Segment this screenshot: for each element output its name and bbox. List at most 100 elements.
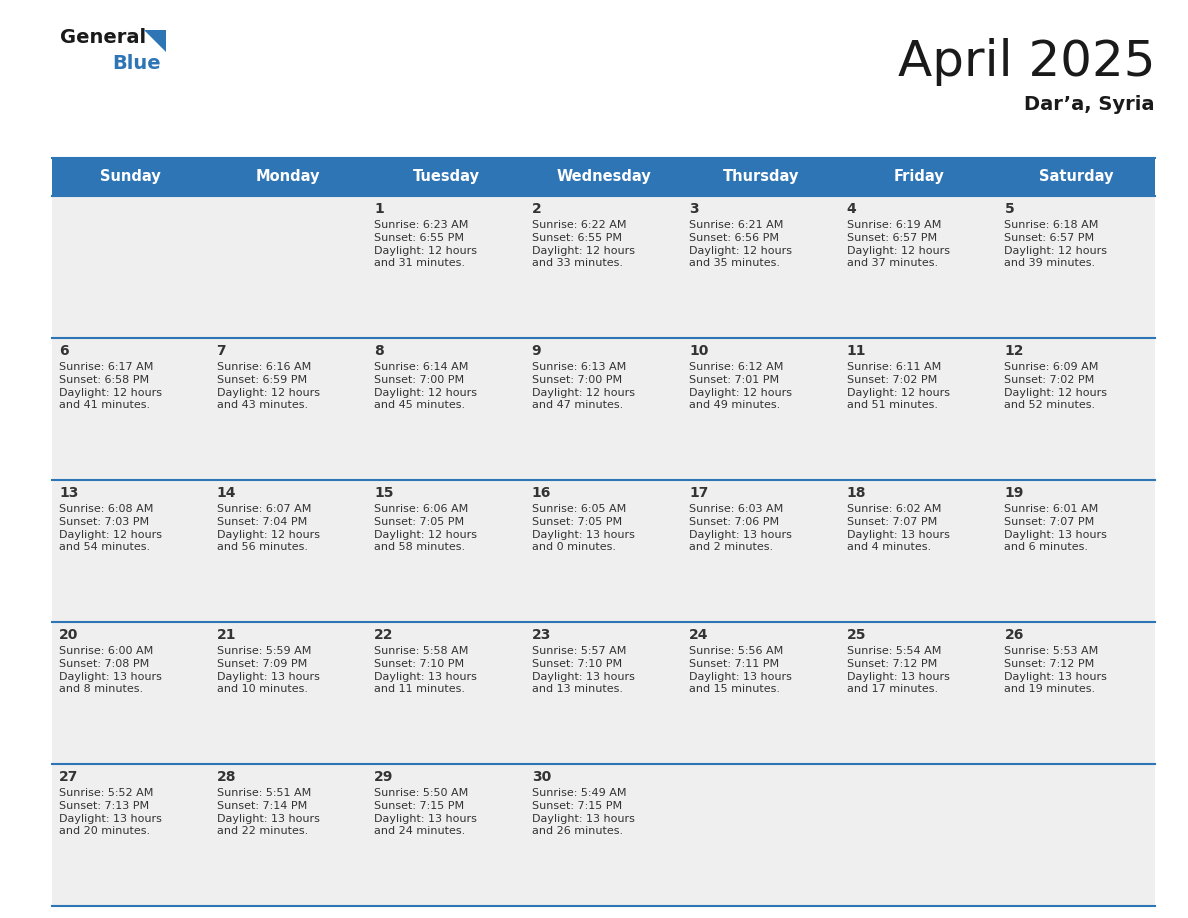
Text: 26: 26 xyxy=(1004,628,1024,642)
Text: 21: 21 xyxy=(216,628,236,642)
Text: Sunrise: 6:12 AM
Sunset: 7:01 PM
Daylight: 12 hours
and 49 minutes.: Sunrise: 6:12 AM Sunset: 7:01 PM Dayligh… xyxy=(689,362,792,410)
Bar xyxy=(840,764,998,906)
Text: 4: 4 xyxy=(847,202,857,216)
Text: 8: 8 xyxy=(374,344,384,358)
Bar xyxy=(682,764,840,906)
Bar xyxy=(682,338,840,480)
Text: Sunrise: 6:18 AM
Sunset: 6:57 PM
Daylight: 12 hours
and 39 minutes.: Sunrise: 6:18 AM Sunset: 6:57 PM Dayligh… xyxy=(1004,220,1107,268)
Text: Sunrise: 5:51 AM
Sunset: 7:14 PM
Daylight: 13 hours
and 22 minutes.: Sunrise: 5:51 AM Sunset: 7:14 PM Dayligh… xyxy=(216,788,320,836)
Bar xyxy=(840,196,998,338)
Text: Sunrise: 5:52 AM
Sunset: 7:13 PM
Daylight: 13 hours
and 20 minutes.: Sunrise: 5:52 AM Sunset: 7:13 PM Dayligh… xyxy=(59,788,162,836)
Text: Sunrise: 5:53 AM
Sunset: 7:12 PM
Daylight: 13 hours
and 19 minutes.: Sunrise: 5:53 AM Sunset: 7:12 PM Dayligh… xyxy=(1004,646,1107,694)
Bar xyxy=(525,338,682,480)
Text: 11: 11 xyxy=(847,344,866,358)
Text: Sunrise: 5:57 AM
Sunset: 7:10 PM
Daylight: 13 hours
and 13 minutes.: Sunrise: 5:57 AM Sunset: 7:10 PM Dayligh… xyxy=(532,646,634,694)
Text: 22: 22 xyxy=(374,628,393,642)
Bar xyxy=(998,338,1155,480)
Text: 29: 29 xyxy=(374,770,393,784)
Text: Dar’a, Syria: Dar’a, Syria xyxy=(1024,95,1155,114)
Bar xyxy=(840,480,998,622)
Text: Monday: Monday xyxy=(257,170,321,185)
Bar xyxy=(367,480,525,622)
Bar xyxy=(367,196,525,338)
Text: Sunrise: 6:22 AM
Sunset: 6:55 PM
Daylight: 12 hours
and 33 minutes.: Sunrise: 6:22 AM Sunset: 6:55 PM Dayligh… xyxy=(532,220,634,268)
Text: Sunrise: 5:50 AM
Sunset: 7:15 PM
Daylight: 13 hours
and 24 minutes.: Sunrise: 5:50 AM Sunset: 7:15 PM Dayligh… xyxy=(374,788,478,836)
Text: Tuesday: Tuesday xyxy=(412,170,480,185)
Text: Sunrise: 6:07 AM
Sunset: 7:04 PM
Daylight: 12 hours
and 56 minutes.: Sunrise: 6:07 AM Sunset: 7:04 PM Dayligh… xyxy=(216,504,320,553)
Text: 9: 9 xyxy=(532,344,542,358)
Text: 24: 24 xyxy=(689,628,709,642)
Bar xyxy=(52,338,209,480)
Text: Sunrise: 5:49 AM
Sunset: 7:15 PM
Daylight: 13 hours
and 26 minutes.: Sunrise: 5:49 AM Sunset: 7:15 PM Dayligh… xyxy=(532,788,634,836)
Text: Sunrise: 6:21 AM
Sunset: 6:56 PM
Daylight: 12 hours
and 35 minutes.: Sunrise: 6:21 AM Sunset: 6:56 PM Dayligh… xyxy=(689,220,792,268)
Bar xyxy=(209,764,367,906)
Text: Sunrise: 6:09 AM
Sunset: 7:02 PM
Daylight: 12 hours
and 52 minutes.: Sunrise: 6:09 AM Sunset: 7:02 PM Dayligh… xyxy=(1004,362,1107,410)
Text: Friday: Friday xyxy=(893,170,944,185)
Text: Sunrise: 6:11 AM
Sunset: 7:02 PM
Daylight: 12 hours
and 51 minutes.: Sunrise: 6:11 AM Sunset: 7:02 PM Dayligh… xyxy=(847,362,950,410)
Bar xyxy=(840,622,998,764)
Text: 1: 1 xyxy=(374,202,384,216)
Text: Sunrise: 6:19 AM
Sunset: 6:57 PM
Daylight: 12 hours
and 37 minutes.: Sunrise: 6:19 AM Sunset: 6:57 PM Dayligh… xyxy=(847,220,950,268)
Bar xyxy=(998,764,1155,906)
Text: 6: 6 xyxy=(59,344,69,358)
Text: 20: 20 xyxy=(59,628,78,642)
Text: 25: 25 xyxy=(847,628,866,642)
Text: 2: 2 xyxy=(532,202,542,216)
Bar xyxy=(209,196,367,338)
Bar xyxy=(209,480,367,622)
Text: Sunrise: 6:06 AM
Sunset: 7:05 PM
Daylight: 12 hours
and 58 minutes.: Sunrise: 6:06 AM Sunset: 7:05 PM Dayligh… xyxy=(374,504,478,553)
Text: Sunrise: 6:01 AM
Sunset: 7:07 PM
Daylight: 13 hours
and 6 minutes.: Sunrise: 6:01 AM Sunset: 7:07 PM Dayligh… xyxy=(1004,504,1107,553)
Text: Wednesday: Wednesday xyxy=(556,170,651,185)
Text: Blue: Blue xyxy=(112,54,160,73)
Text: Sunrise: 6:02 AM
Sunset: 7:07 PM
Daylight: 13 hours
and 4 minutes.: Sunrise: 6:02 AM Sunset: 7:07 PM Dayligh… xyxy=(847,504,949,553)
Text: Saturday: Saturday xyxy=(1040,170,1113,185)
Text: 23: 23 xyxy=(532,628,551,642)
Bar xyxy=(52,196,209,338)
Bar xyxy=(525,480,682,622)
Text: 15: 15 xyxy=(374,486,393,500)
Bar xyxy=(840,338,998,480)
Bar xyxy=(525,622,682,764)
Text: Sunrise: 6:05 AM
Sunset: 7:05 PM
Daylight: 13 hours
and 0 minutes.: Sunrise: 6:05 AM Sunset: 7:05 PM Dayligh… xyxy=(532,504,634,553)
Text: Sunrise: 5:56 AM
Sunset: 7:11 PM
Daylight: 13 hours
and 15 minutes.: Sunrise: 5:56 AM Sunset: 7:11 PM Dayligh… xyxy=(689,646,792,694)
Bar xyxy=(52,158,1155,196)
Text: 14: 14 xyxy=(216,486,236,500)
Text: 19: 19 xyxy=(1004,486,1024,500)
Text: Sunrise: 6:08 AM
Sunset: 7:03 PM
Daylight: 12 hours
and 54 minutes.: Sunrise: 6:08 AM Sunset: 7:03 PM Dayligh… xyxy=(59,504,162,553)
Text: 18: 18 xyxy=(847,486,866,500)
Bar xyxy=(209,622,367,764)
Bar xyxy=(367,338,525,480)
Bar xyxy=(52,622,209,764)
Text: 27: 27 xyxy=(59,770,78,784)
Text: 10: 10 xyxy=(689,344,709,358)
Bar xyxy=(209,338,367,480)
Text: 13: 13 xyxy=(59,486,78,500)
Text: Sunrise: 6:16 AM
Sunset: 6:59 PM
Daylight: 12 hours
and 43 minutes.: Sunrise: 6:16 AM Sunset: 6:59 PM Dayligh… xyxy=(216,362,320,410)
Text: 7: 7 xyxy=(216,344,226,358)
Text: Sunrise: 6:14 AM
Sunset: 7:00 PM
Daylight: 12 hours
and 45 minutes.: Sunrise: 6:14 AM Sunset: 7:00 PM Dayligh… xyxy=(374,362,478,410)
Bar xyxy=(682,622,840,764)
Polygon shape xyxy=(144,30,166,52)
Text: 30: 30 xyxy=(532,770,551,784)
Text: Sunrise: 6:13 AM
Sunset: 7:00 PM
Daylight: 12 hours
and 47 minutes.: Sunrise: 6:13 AM Sunset: 7:00 PM Dayligh… xyxy=(532,362,634,410)
Bar xyxy=(682,480,840,622)
Text: 5: 5 xyxy=(1004,202,1015,216)
Text: Sunrise: 6:17 AM
Sunset: 6:58 PM
Daylight: 12 hours
and 41 minutes.: Sunrise: 6:17 AM Sunset: 6:58 PM Dayligh… xyxy=(59,362,162,410)
Text: Thursday: Thursday xyxy=(722,170,800,185)
Bar xyxy=(525,764,682,906)
Text: 16: 16 xyxy=(532,486,551,500)
Bar xyxy=(52,480,209,622)
Text: Sunday: Sunday xyxy=(101,170,162,185)
Text: 12: 12 xyxy=(1004,344,1024,358)
Text: Sunrise: 5:59 AM
Sunset: 7:09 PM
Daylight: 13 hours
and 10 minutes.: Sunrise: 5:59 AM Sunset: 7:09 PM Dayligh… xyxy=(216,646,320,694)
Text: 28: 28 xyxy=(216,770,236,784)
Text: Sunrise: 5:58 AM
Sunset: 7:10 PM
Daylight: 13 hours
and 11 minutes.: Sunrise: 5:58 AM Sunset: 7:10 PM Dayligh… xyxy=(374,646,478,694)
Text: General: General xyxy=(61,28,146,47)
Text: 17: 17 xyxy=(689,486,709,500)
Bar xyxy=(998,196,1155,338)
Bar xyxy=(998,480,1155,622)
Bar xyxy=(525,196,682,338)
Text: Sunrise: 6:03 AM
Sunset: 7:06 PM
Daylight: 13 hours
and 2 minutes.: Sunrise: 6:03 AM Sunset: 7:06 PM Dayligh… xyxy=(689,504,792,553)
Text: Sunrise: 6:23 AM
Sunset: 6:55 PM
Daylight: 12 hours
and 31 minutes.: Sunrise: 6:23 AM Sunset: 6:55 PM Dayligh… xyxy=(374,220,478,268)
Bar xyxy=(682,196,840,338)
